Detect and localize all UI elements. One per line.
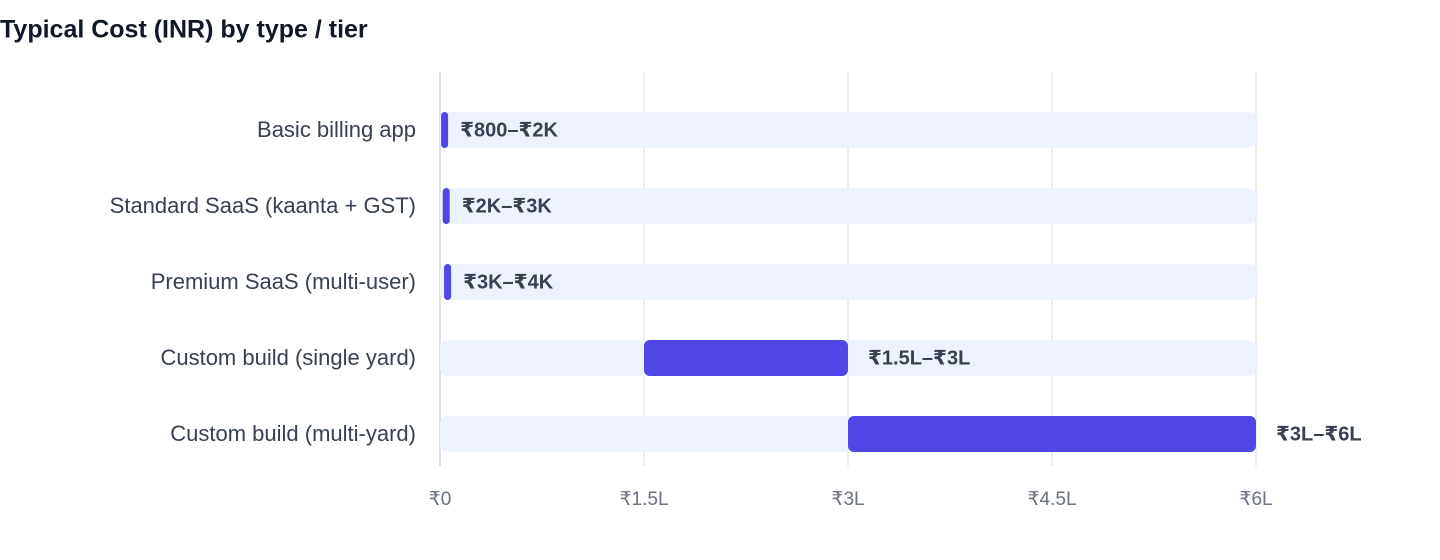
value-label: ₹800–₹2K bbox=[460, 119, 558, 141]
value-label: ₹2K–₹3K bbox=[462, 195, 553, 217]
y-tick-label: Standard SaaS (kaanta + GST) bbox=[110, 193, 416, 218]
bar bbox=[441, 112, 449, 148]
bar bbox=[848, 416, 1256, 452]
bar bbox=[444, 264, 452, 300]
y-tick-label: Premium SaaS (multi-user) bbox=[151, 269, 416, 294]
x-tick-label: ₹0 bbox=[429, 489, 452, 510]
track bbox=[440, 264, 1256, 300]
x-tick-label: ₹4.5L bbox=[1027, 489, 1076, 510]
y-tick-label: Custom build (multi-yard) bbox=[170, 421, 416, 446]
y-tick-label: Custom build (single yard) bbox=[160, 345, 416, 370]
x-tick-label: ₹6L bbox=[1239, 489, 1272, 510]
track bbox=[440, 112, 1256, 148]
bar bbox=[442, 188, 450, 224]
value-label: ₹3L–₹6L bbox=[1276, 423, 1362, 445]
value-label: ₹1.5L–₹3L bbox=[868, 347, 970, 369]
x-tick-label: ₹1.5L bbox=[619, 489, 668, 510]
y-tick-label: Basic billing app bbox=[257, 117, 416, 142]
value-label: ₹3K–₹4K bbox=[463, 271, 554, 293]
chart-title: Typical Cost (INR) by type / tier bbox=[0, 16, 368, 44]
bar bbox=[644, 340, 848, 376]
x-tick-label: ₹3L bbox=[831, 489, 864, 510]
track bbox=[440, 188, 1256, 224]
